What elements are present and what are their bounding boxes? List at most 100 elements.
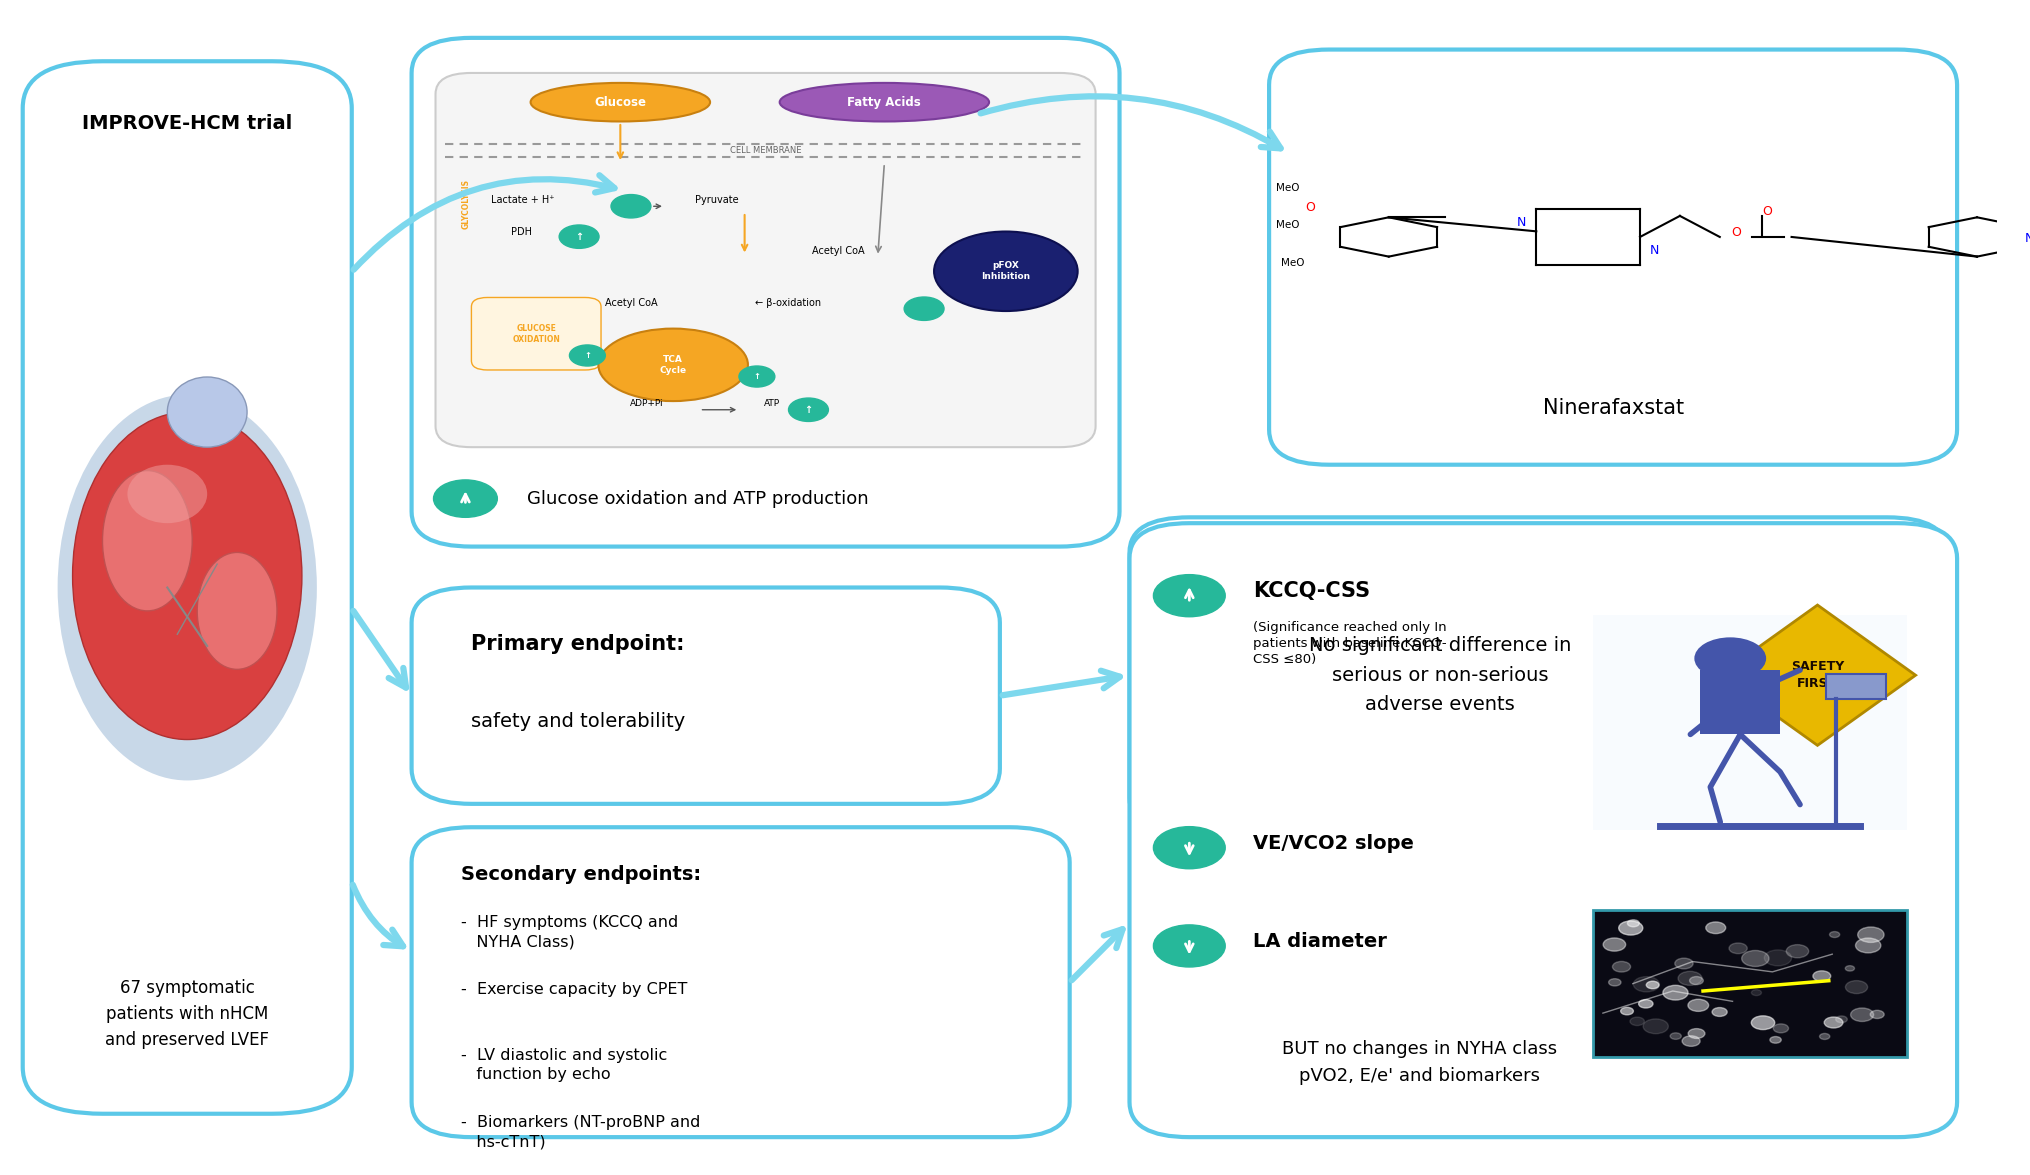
Circle shape bbox=[1752, 1016, 1774, 1029]
Text: 67 symptomatic
patients with nHCM
and preserved LVEF: 67 symptomatic patients with nHCM and pr… bbox=[106, 979, 270, 1049]
Text: MeO: MeO bbox=[1275, 183, 1299, 193]
Circle shape bbox=[1705, 922, 1726, 934]
Text: -  Exercise capacity by CPET: - Exercise capacity by CPET bbox=[461, 981, 688, 996]
Ellipse shape bbox=[128, 464, 207, 523]
FancyBboxPatch shape bbox=[412, 588, 1001, 804]
Text: Acetyl CoA: Acetyl CoA bbox=[812, 246, 865, 256]
Text: safety and tolerability: safety and tolerability bbox=[471, 712, 686, 731]
Circle shape bbox=[1628, 920, 1640, 927]
Circle shape bbox=[739, 365, 775, 387]
Circle shape bbox=[1608, 979, 1622, 986]
Circle shape bbox=[1671, 1033, 1681, 1040]
Circle shape bbox=[1630, 1018, 1644, 1026]
Circle shape bbox=[1752, 989, 1762, 995]
Circle shape bbox=[1813, 971, 1831, 981]
Circle shape bbox=[1638, 1000, 1652, 1008]
Circle shape bbox=[1851, 1008, 1874, 1021]
FancyBboxPatch shape bbox=[471, 297, 601, 370]
Text: ↑: ↑ bbox=[804, 404, 812, 415]
Text: SAFETY
FIRST: SAFETY FIRST bbox=[1790, 660, 1843, 690]
Text: GLUCOSE
OXIDATION: GLUCOSE OXIDATION bbox=[512, 323, 560, 344]
Circle shape bbox=[1153, 575, 1226, 617]
Circle shape bbox=[1689, 976, 1703, 985]
Circle shape bbox=[1845, 966, 1855, 971]
Text: TCA
Cycle: TCA Cycle bbox=[660, 355, 686, 375]
Circle shape bbox=[1711, 1008, 1728, 1016]
Circle shape bbox=[1646, 981, 1659, 988]
Circle shape bbox=[1870, 1010, 1884, 1019]
Circle shape bbox=[1770, 1036, 1780, 1043]
Circle shape bbox=[1764, 949, 1792, 966]
Ellipse shape bbox=[197, 552, 276, 670]
FancyBboxPatch shape bbox=[412, 38, 1119, 546]
Circle shape bbox=[903, 297, 944, 321]
Text: MeO: MeO bbox=[1275, 220, 1299, 230]
FancyBboxPatch shape bbox=[412, 827, 1070, 1137]
Ellipse shape bbox=[166, 377, 248, 448]
Text: Glucose: Glucose bbox=[595, 95, 646, 108]
Text: -  LV diastolic and systolic
   function by echo: - LV diastolic and systolic function by … bbox=[461, 1048, 668, 1082]
Bar bbox=[1825, 673, 1886, 699]
Text: O: O bbox=[1762, 204, 1772, 217]
Ellipse shape bbox=[57, 395, 317, 780]
Text: Acetyl CoA: Acetyl CoA bbox=[605, 297, 658, 308]
Text: ADP+Pi: ADP+Pi bbox=[629, 400, 664, 409]
Ellipse shape bbox=[599, 329, 747, 401]
Text: N: N bbox=[1650, 244, 1659, 257]
Circle shape bbox=[1835, 1016, 1847, 1022]
Text: ↑: ↑ bbox=[753, 372, 761, 381]
Circle shape bbox=[1689, 1028, 1705, 1039]
Ellipse shape bbox=[102, 470, 193, 611]
FancyBboxPatch shape bbox=[436, 73, 1096, 448]
Text: N: N bbox=[1516, 216, 1527, 229]
Circle shape bbox=[1829, 932, 1839, 938]
Text: -  Biomarkers (NT-proBNP and
   hs-cTnT): - Biomarkers (NT-proBNP and hs-cTnT) bbox=[461, 1115, 700, 1149]
Circle shape bbox=[1730, 944, 1748, 954]
Circle shape bbox=[1675, 958, 1693, 969]
Circle shape bbox=[788, 398, 828, 422]
Circle shape bbox=[1634, 976, 1659, 992]
Text: O: O bbox=[1732, 226, 1740, 239]
Circle shape bbox=[570, 345, 605, 365]
Circle shape bbox=[1618, 921, 1642, 935]
Text: Fatty Acids: Fatty Acids bbox=[847, 95, 922, 108]
FancyBboxPatch shape bbox=[1269, 49, 1957, 464]
Text: pFOX
Inhibition: pFOX Inhibition bbox=[980, 261, 1031, 281]
Text: CELL MEMBRANE: CELL MEMBRANE bbox=[731, 146, 802, 155]
Text: VE/VCO2 slope: VE/VCO2 slope bbox=[1253, 833, 1415, 853]
Text: -  HF symptoms (KCCQ and
   NYHA Class): - HF symptoms (KCCQ and NYHA Class) bbox=[461, 915, 678, 949]
Bar bbox=[1594, 909, 1908, 1058]
Ellipse shape bbox=[530, 83, 710, 121]
Text: No significant difference in
serious or non-serious
adverse events: No significant difference in serious or … bbox=[1309, 636, 1571, 714]
Circle shape bbox=[1742, 951, 1768, 967]
FancyBboxPatch shape bbox=[1129, 523, 1957, 1137]
Text: ATP: ATP bbox=[763, 400, 780, 409]
Text: O: O bbox=[1305, 201, 1315, 214]
Circle shape bbox=[1153, 827, 1226, 868]
Text: Secondary endpoints:: Secondary endpoints: bbox=[461, 865, 702, 884]
Circle shape bbox=[1687, 999, 1709, 1012]
Text: ← β-oxidation: ← β-oxidation bbox=[755, 297, 820, 308]
Text: Lactate + H⁺: Lactate + H⁺ bbox=[491, 195, 554, 206]
Circle shape bbox=[1825, 1018, 1843, 1028]
Circle shape bbox=[434, 479, 497, 517]
Text: MeO: MeO bbox=[1281, 257, 1305, 268]
Circle shape bbox=[1774, 1023, 1788, 1033]
Bar bbox=[1701, 670, 1780, 734]
Text: ↑: ↑ bbox=[574, 231, 583, 242]
Circle shape bbox=[1620, 1007, 1634, 1015]
Text: Primary endpoint:: Primary endpoint: bbox=[471, 634, 684, 654]
Circle shape bbox=[558, 224, 599, 248]
FancyBboxPatch shape bbox=[1129, 517, 1947, 833]
Circle shape bbox=[1683, 1036, 1699, 1046]
Circle shape bbox=[1153, 925, 1226, 967]
Circle shape bbox=[1855, 938, 1882, 953]
Text: KCCQ-CSS: KCCQ-CSS bbox=[1253, 580, 1370, 600]
Circle shape bbox=[1845, 981, 1868, 994]
Text: Ninerafaxstat: Ninerafaxstat bbox=[1543, 398, 1683, 418]
Ellipse shape bbox=[934, 231, 1078, 311]
Circle shape bbox=[611, 195, 652, 217]
Text: Glucose oxidation and ATP production: Glucose oxidation and ATP production bbox=[528, 490, 869, 508]
Circle shape bbox=[1663, 986, 1689, 1000]
Text: IMPROVE-HCM trial: IMPROVE-HCM trial bbox=[81, 114, 292, 133]
